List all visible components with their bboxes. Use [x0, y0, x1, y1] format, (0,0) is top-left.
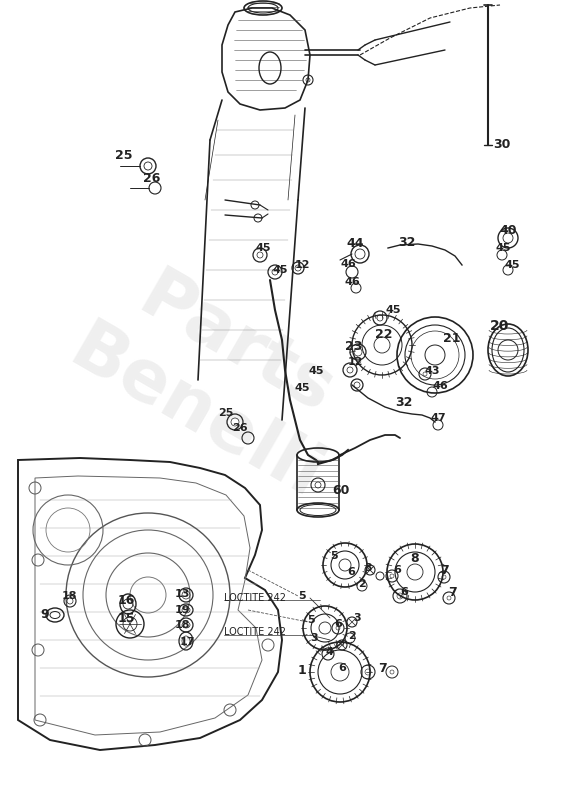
Text: LOCTITE 242: LOCTITE 242 — [224, 593, 286, 603]
Text: 7: 7 — [448, 585, 457, 599]
Text: 45: 45 — [504, 260, 520, 270]
Text: 16: 16 — [118, 593, 135, 607]
Text: 7: 7 — [378, 661, 387, 675]
Text: 12: 12 — [295, 260, 311, 270]
Text: 25: 25 — [218, 408, 233, 418]
Text: 6: 6 — [393, 565, 401, 575]
Text: 2: 2 — [348, 631, 356, 641]
Text: 45: 45 — [495, 243, 511, 253]
Text: 15: 15 — [118, 611, 136, 625]
Text: 46: 46 — [344, 277, 360, 287]
Text: 20: 20 — [490, 319, 509, 333]
Text: 40: 40 — [499, 224, 516, 237]
Text: 18: 18 — [175, 620, 190, 630]
Text: 22: 22 — [375, 327, 392, 340]
Text: 6: 6 — [338, 663, 346, 673]
Text: 5: 5 — [307, 615, 315, 625]
Text: 7: 7 — [440, 563, 449, 577]
Text: 6: 6 — [400, 587, 408, 597]
Text: 45: 45 — [272, 265, 287, 275]
Text: 2: 2 — [358, 579, 366, 589]
Text: 26: 26 — [232, 423, 248, 433]
Text: 60: 60 — [332, 483, 349, 497]
Text: 46: 46 — [340, 259, 356, 269]
Text: 47: 47 — [430, 413, 446, 423]
Text: 5: 5 — [330, 551, 337, 561]
Text: 32: 32 — [395, 396, 412, 408]
Text: 3: 3 — [310, 633, 318, 643]
Text: 5: 5 — [298, 591, 306, 601]
Text: 12: 12 — [348, 357, 364, 367]
Text: 44: 44 — [346, 237, 364, 249]
Text: 45: 45 — [308, 366, 324, 376]
Text: 19: 19 — [175, 605, 191, 615]
Text: 8: 8 — [410, 551, 419, 565]
Text: 45: 45 — [255, 243, 270, 253]
Text: 17: 17 — [180, 637, 195, 647]
Text: 6: 6 — [334, 619, 342, 629]
Text: 32: 32 — [398, 236, 415, 248]
Text: 46: 46 — [432, 381, 448, 391]
Text: Parts
Benelli: Parts Benelli — [58, 245, 374, 514]
Text: 21: 21 — [443, 331, 461, 345]
Text: 26: 26 — [143, 172, 160, 184]
Text: LOCTITE 242: LOCTITE 242 — [224, 627, 286, 637]
Text: 18: 18 — [62, 591, 77, 601]
Text: 4: 4 — [325, 647, 333, 657]
Text: 43: 43 — [424, 366, 440, 376]
Text: 3: 3 — [364, 563, 371, 573]
Text: 9: 9 — [40, 607, 49, 620]
Text: 45: 45 — [385, 305, 400, 315]
Text: 1: 1 — [298, 664, 307, 676]
Text: 30: 30 — [493, 138, 511, 150]
Text: 13: 13 — [175, 589, 190, 599]
Text: 23: 23 — [345, 339, 362, 353]
Text: 25: 25 — [115, 149, 132, 161]
Text: 3: 3 — [353, 613, 361, 623]
Text: 6: 6 — [347, 567, 355, 577]
Text: 45: 45 — [294, 383, 310, 393]
